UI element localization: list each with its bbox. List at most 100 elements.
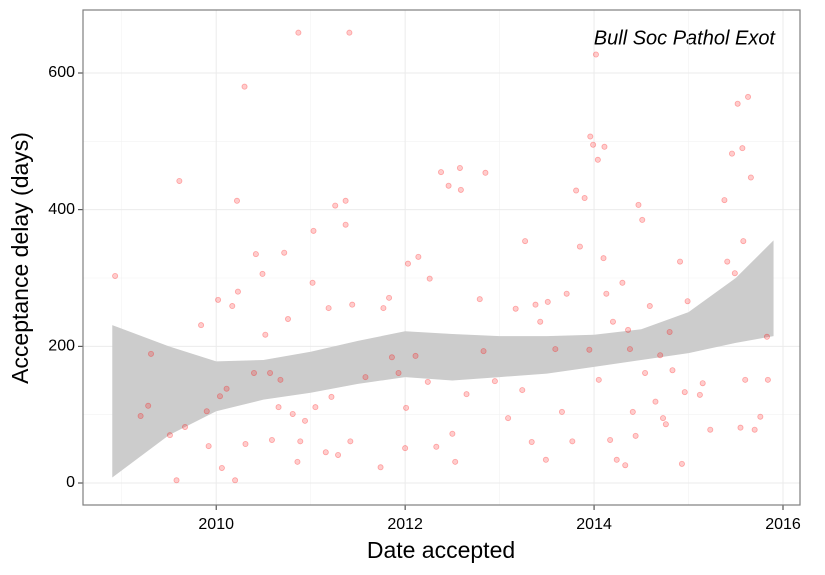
point [229,303,236,310]
y-tick-label: 200 [48,338,75,355]
point [600,255,607,262]
point [629,408,636,415]
x-axis-title: Date accepted [367,537,515,563]
point [742,376,749,383]
y-tick-label: 400 [48,201,75,218]
point [215,296,222,303]
point [587,133,594,140]
point [607,436,614,443]
point [563,290,570,297]
point [635,201,642,208]
point [166,432,173,439]
point [424,378,431,385]
point [301,417,308,424]
point [569,438,576,445]
point [218,464,225,471]
point [657,352,664,359]
point [452,458,459,465]
point [241,83,248,90]
point [576,243,583,250]
point [332,202,339,209]
point [335,451,342,458]
point [491,378,498,385]
point [402,445,409,452]
point [728,150,735,157]
point [346,29,353,36]
point [449,430,456,437]
point [512,305,519,312]
point [666,328,673,335]
point [412,352,419,359]
point [642,369,649,376]
point [176,177,183,184]
point [639,216,646,223]
point [522,238,529,245]
point [740,238,747,245]
point [362,374,369,381]
point [542,456,549,463]
point [721,197,728,204]
point [380,305,387,312]
point [457,186,464,193]
point [751,426,758,433]
plot-border [82,9,801,506]
point [463,391,470,398]
point [678,460,685,467]
point [349,301,356,308]
point [456,164,463,171]
point [223,385,230,392]
point [259,270,266,277]
point [603,290,610,297]
point [581,195,588,202]
point [438,169,445,176]
x-tick-label: 2016 [765,516,801,533]
point [528,438,535,445]
confidence-band [112,240,774,478]
point [145,402,152,409]
point [281,249,288,256]
point [724,258,731,265]
point [252,251,259,258]
point [328,393,335,400]
point [310,227,317,234]
point [297,438,304,445]
point [289,410,296,417]
point [669,367,676,374]
y-tick-label: 600 [48,64,75,81]
point [267,369,274,376]
point [747,174,754,181]
y-tick-label: 0 [66,474,75,491]
point [660,415,667,422]
point [609,318,616,325]
point [386,294,393,301]
x-tick-label: 2010 [198,516,234,533]
point [662,421,669,428]
point [433,443,440,450]
point [764,376,771,383]
point [295,29,302,36]
point [625,326,632,333]
point [404,260,411,267]
point [445,182,452,189]
point [482,169,489,176]
point [377,464,384,471]
point [325,305,332,312]
point [234,288,241,295]
point [707,426,714,433]
point [476,296,483,303]
point [592,51,599,58]
point [594,156,601,163]
point [322,449,329,456]
point [652,398,659,405]
point [613,456,620,463]
point [601,143,608,150]
point [182,423,189,430]
point [734,100,741,107]
point [342,221,349,228]
point [216,393,223,400]
point [619,279,626,286]
point [388,354,395,361]
point [544,298,551,305]
point [558,408,565,415]
